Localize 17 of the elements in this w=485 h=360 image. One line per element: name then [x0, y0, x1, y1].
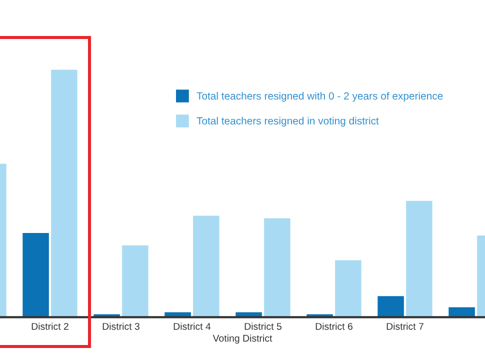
bar [51, 70, 78, 318]
x-tick-label: District 4 [174, 322, 211, 330]
bar [122, 245, 148, 318]
legend-label: Total teachers resigned in voting district [196, 116, 379, 127]
bar [335, 260, 362, 318]
bar [22, 233, 49, 318]
x-tick-label: District 3 [102, 322, 140, 330]
bar [406, 200, 432, 318]
bar [264, 218, 290, 318]
bar [378, 296, 404, 318]
x-tick-label: District 5 [244, 322, 282, 330]
x-tick-label: District 6 [316, 322, 352, 330]
x-axis-title: Voting District [212, 334, 272, 344]
x-tick-label: District 7 [386, 322, 424, 330]
bar [193, 216, 220, 318]
legend-label: Total teachers resigned with 0 - 2 years of experience [196, 92, 443, 102]
x-tick-label: District 2 [32, 322, 68, 330]
